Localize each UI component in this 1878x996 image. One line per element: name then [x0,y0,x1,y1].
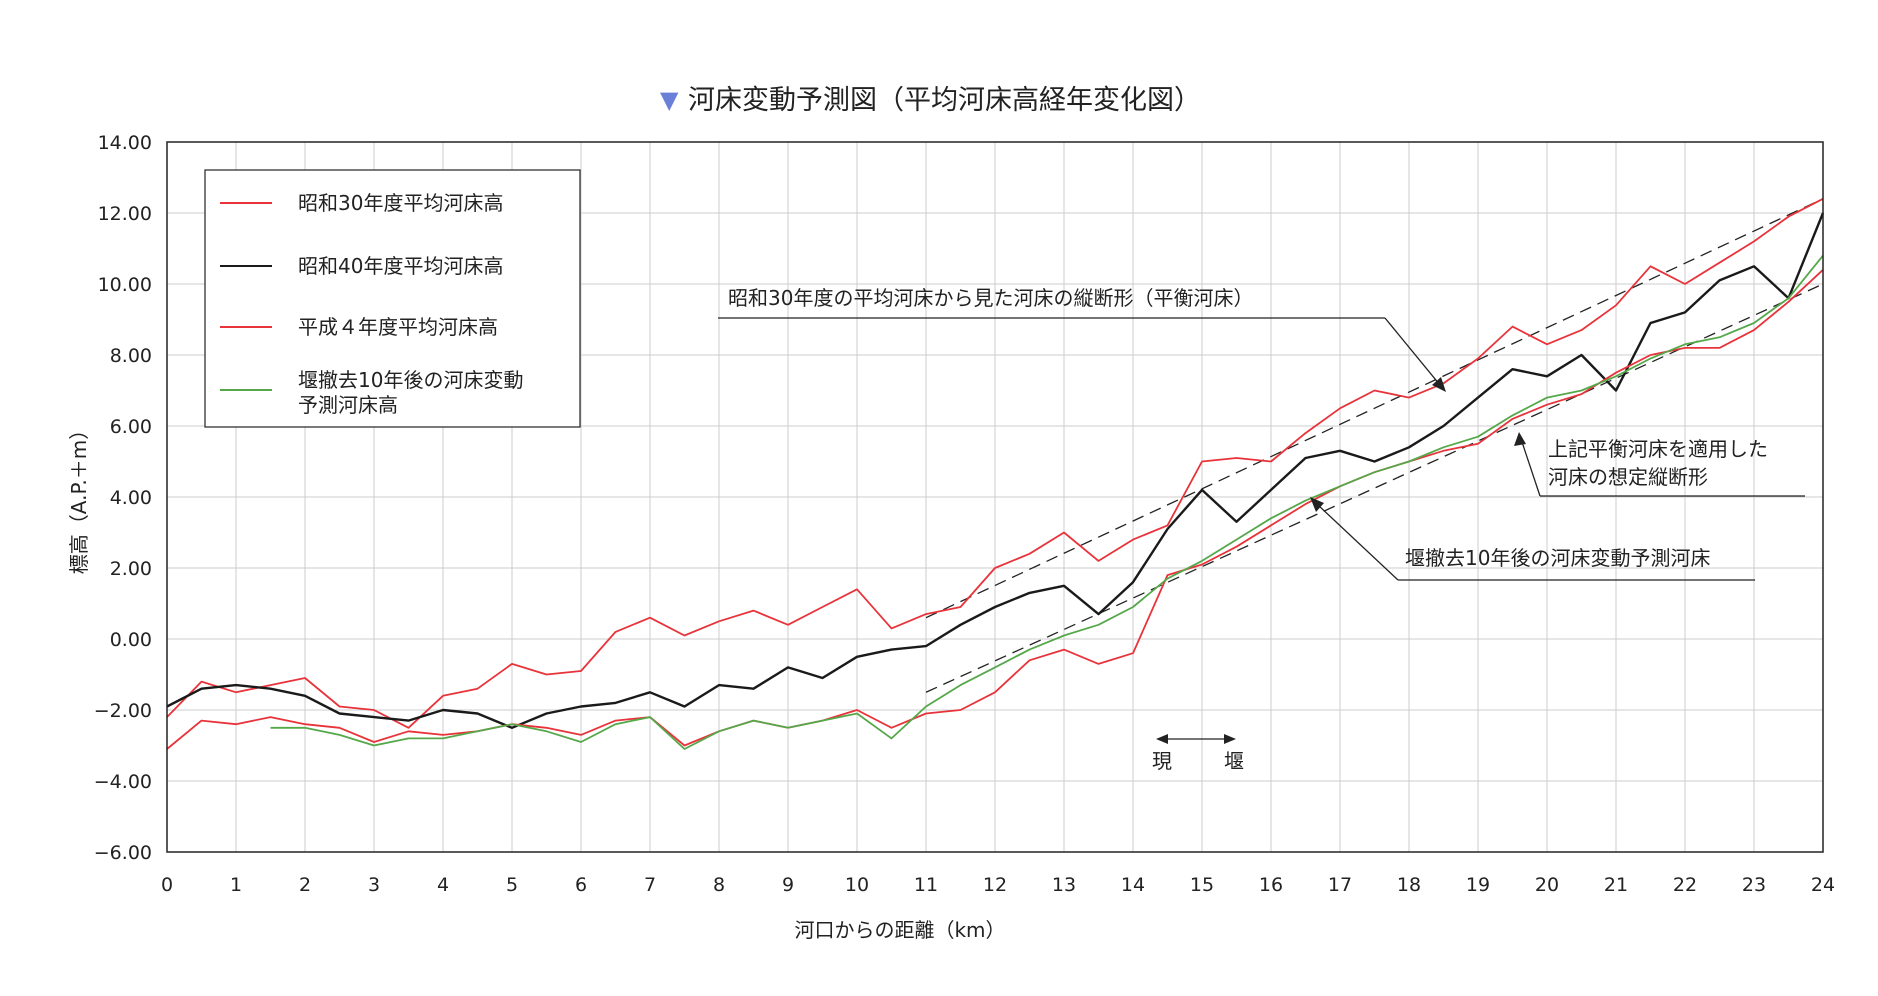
annotation-assumed: 上記平衡河床を適用した 河床の想定縦断形 [1514,432,1805,497]
x-tick-label: 1 [230,874,242,896]
weir-label-left: 現 [1152,749,1172,773]
legend-label-3: 平成４年度平均河床高 [298,315,498,339]
weir-label-right: 堰 [1224,749,1244,773]
weir-arrowhead-left [1156,734,1168,744]
x-tick-label: 16 [1259,874,1283,896]
x-tick-label: 4 [437,874,449,896]
chart-title: ▼ 河床変動予測図（平均河床高経年変化図） [660,85,1201,116]
x-tick-label: 21 [1604,874,1628,896]
annotation-prediction-text: 堰撤去10年後の河床変動予測河床 [1405,546,1710,570]
annotation-equilibrium-text: 昭和30年度の平均河床から見た河床の縦断形（平衡河床） [728,286,1253,310]
x-tick-label: 15 [1190,874,1214,896]
x-tick-label: 10 [845,874,869,896]
legend-label-1: 昭和30年度平均河床高 [298,191,503,215]
y-tick-label: 6.00 [110,416,152,438]
annotation-equilibrium-leader [1384,317,1441,386]
y-tick-label: −2.00 [94,700,152,722]
x-tick-label: 23 [1742,874,1766,896]
series-line-1 [166,198,1824,729]
x-tick-label: 20 [1535,874,1559,896]
annotation-assumed-arrowhead [1514,432,1526,446]
legend-label-2: 昭和40年度平均河床高 [298,254,503,278]
x-tick-label: 0 [161,874,173,896]
legend-label-4a: 堰撤去10年後の河床変動 [298,368,523,392]
annotation-prediction: 堰撤去10年後の河床変動予測河床 [1310,497,1755,581]
annotation-prediction-arrowhead [1310,497,1324,512]
legend-box [204,169,581,428]
x-tick-label: 22 [1673,874,1697,896]
x-tick-label: 17 [1328,874,1352,896]
annotation-assumed-line2: 河床の想定縦断形 [1548,465,1708,489]
legend: 昭和30年度平均河床高 昭和40年度平均河床高 平成４年度平均河床高 堰撤去10… [204,169,581,428]
series-layer [166,198,1825,750]
x-tick-label: 6 [575,874,587,896]
y-tick-label: 14.00 [98,132,152,154]
legend-label-4b: 予測河床高 [298,393,398,417]
x-tick-labels: 0 1 2 3 4 5 6 7 8 9 10 11 12 13 14 15 16 17 18 19 20 21 22 23 24 [161,874,1835,896]
y-tick-label: 10.00 [98,274,152,296]
y-tick-label: 2.00 [110,558,152,580]
x-tick-label: 18 [1397,874,1421,896]
title-text: 河床変動予測図（平均河床高経年変化図） [688,85,1201,116]
title-marker: ▼ [660,86,679,114]
annotation-assumed-line1: 上記平衡河床を適用した [1548,437,1768,461]
x-tick-label: 12 [983,874,1007,896]
weir-arrowhead-right [1224,734,1236,744]
series-line-2 [166,212,1825,729]
x-tick-label: 8 [713,874,725,896]
x-tick-label: 14 [1121,874,1145,896]
x-tick-label: 13 [1052,874,1076,896]
y-tick-label: 4.00 [110,487,152,509]
x-tick-label: 2 [299,874,311,896]
reference-line-1 [925,198,1824,619]
x-tick-label: 3 [368,874,380,896]
series-line-3 [166,269,1824,750]
reference-line-2 [925,283,1824,693]
plot-frame [166,141,1824,853]
annotation-equilibrium: 昭和30年度の平均河床から見た河床の縦断形（平衡河床） [718,286,1446,392]
y-tick-label: 12.00 [98,203,152,225]
y-tick-label: −4.00 [94,771,152,793]
x-tick-label: 9 [782,874,794,896]
y-tick-label: 8.00 [110,345,152,367]
x-tick-label: 11 [914,874,938,896]
x-tick-label: 7 [644,874,656,896]
reference-lines [925,198,1824,693]
x-tick-label: 24 [1811,874,1835,896]
annotation-equilibrium-arrowhead [1432,377,1446,392]
series-line-4 [270,255,1824,750]
weir-marker: 現 堰 [1152,734,1244,773]
x-tick-label: 19 [1466,874,1490,896]
y-tick-labels: 14.00 12.00 10.00 8.00 6.00 4.00 2.00 0.00 −2.00… [94,132,152,864]
y-tick-label: 0.00 [110,629,152,651]
x-axis-label: 河口からの距離（km） [794,918,1005,942]
y-tick-label: −6.00 [94,842,152,864]
y-axis-label: 標高（A.P.＋m） [67,420,91,574]
annotation-prediction-leader [1317,504,1399,581]
annotation-assumed-leader [1521,441,1541,497]
x-tick-label: 5 [506,874,518,896]
